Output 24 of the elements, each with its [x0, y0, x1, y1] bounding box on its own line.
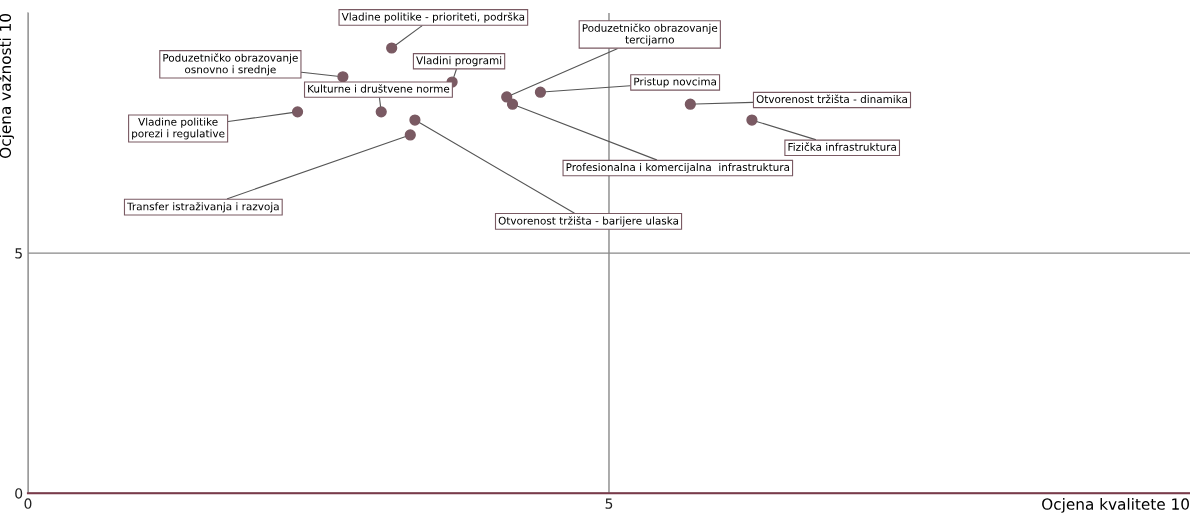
point — [337, 71, 349, 83]
annotation: Otvorenost tržišta - dinamika — [756, 94, 907, 104]
point — [534, 86, 547, 98]
point — [375, 106, 387, 118]
annotation: Otvorenost tržišta - barijere ulaska — [498, 216, 679, 227]
point — [386, 42, 398, 54]
annotation: Vladine politike porezi i regulative — [132, 117, 225, 140]
annotation: Pristup novcima — [634, 77, 716, 88]
point — [506, 98, 519, 110]
point — [409, 114, 421, 126]
point — [746, 114, 758, 126]
point — [684, 98, 696, 110]
annotation: Fizička infrastruktura — [788, 142, 896, 151]
point — [291, 106, 304, 118]
annotation: Poduzetničko obrazovanje tercijarno — [582, 23, 718, 46]
annotation: Kulturne i društvene norme — [308, 84, 450, 93]
annotation: Profesionalna i komercijalna infrastruktura — [566, 163, 790, 174]
annotation: Vladini programi — [416, 56, 502, 67]
point — [501, 91, 513, 103]
point — [404, 129, 416, 141]
annotation: Poduzetničko obrazovanje osnovno i srednje — [163, 53, 298, 76]
annotation: Transfer istraživanja i razvoja — [127, 201, 279, 213]
x-axis-title: Ocjena kvalitete 10 — [1042, 498, 1189, 513]
annotation: Vladine politike - prioriteti, podrška — [341, 12, 525, 23]
